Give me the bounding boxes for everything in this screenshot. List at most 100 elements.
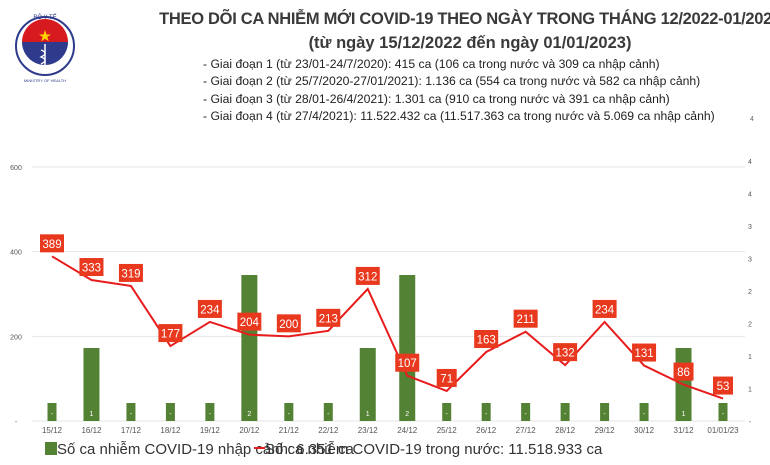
bar-label: - [327, 411, 330, 418]
x-tick-label: 15/12 [42, 426, 63, 435]
bar-label: - [485, 411, 488, 418]
x-tick-label: 17/12 [121, 426, 142, 435]
bar-label: 1 [366, 411, 370, 418]
y2-tick-label: 1 [748, 354, 752, 361]
data-label: 211 [516, 314, 534, 326]
x-tick-label: 27/12 [516, 426, 537, 435]
data-label: 163 [477, 334, 496, 346]
y-tick-label: 600 [10, 165, 22, 172]
bar-label: - [603, 411, 606, 418]
bar-30/12 [639, 403, 649, 421]
stage-notes: - Giai đoạn 1 (từ 23/01-24/7/2020): 415 … [203, 56, 715, 125]
bar-label: - [446, 411, 449, 418]
data-label-box [513, 309, 538, 328]
data-label: 333 [82, 263, 101, 275]
x-tick-label: 28/12 [555, 426, 576, 435]
data-label-box [632, 343, 657, 362]
bar-label: - [209, 411, 212, 418]
bar-label: 1 [682, 411, 686, 418]
data-label: 177 [161, 329, 180, 341]
svg-text:MINISTRY OF HEALTH: MINISTRY OF HEALTH [24, 78, 66, 83]
data-label: 319 [121, 268, 140, 280]
bar-label: - [524, 411, 527, 418]
data-label-box [474, 329, 499, 348]
y-tick-label: 400 [10, 250, 22, 257]
bar-21/12 [284, 403, 294, 421]
data-label: 234 [200, 304, 220, 316]
stage-note: - Giai đoạn 4 (từ 27/4/2021): 11.522.432… [203, 108, 715, 123]
x-tick-label: 30/12 [634, 426, 655, 435]
bar-19/12 [205, 403, 215, 421]
domestic-line [51, 255, 724, 400]
legend-bar-swatch [45, 442, 57, 455]
x-tick-label: 16/12 [81, 426, 102, 435]
x-tick-label: 26/12 [476, 426, 497, 435]
x-tick-label: 22/12 [318, 426, 339, 435]
bar-26/12 [481, 403, 491, 421]
page-number: 4 [750, 116, 754, 123]
bar-label: 2 [405, 411, 409, 418]
bar-20/12 [241, 275, 258, 421]
bar-label: - [722, 411, 725, 418]
legend-item-domestic: Số ca nhiễm COVID-19 trong nước: 11.518.… [254, 441, 602, 458]
data-label: 107 [398, 358, 417, 370]
bar-label: - [169, 411, 172, 418]
bar-01/01/23 [718, 403, 728, 421]
data-label-box [316, 308, 341, 327]
x-tick-label: 01/01/23 [707, 426, 739, 435]
data-label-box [553, 343, 578, 362]
x-tick-label: 19/12 [200, 426, 221, 435]
bar-17/12 [126, 403, 136, 421]
data-label-box [40, 234, 64, 253]
data-label: 53 [717, 381, 730, 393]
x-tick-label: 29/12 [595, 426, 616, 435]
y2-tick-label: 1 [748, 387, 752, 394]
legend-label: Số ca nhiễm COVID-19 nhập cảnh: 6.351 ca [57, 441, 354, 458]
bar-29/12 [600, 403, 610, 421]
x-tick-label: 23/12 [358, 426, 379, 435]
x-tick-label: 25/12 [437, 426, 458, 435]
legend-item-imported: Số ca nhiễm COVID-19 nhập cảnh: 6.351 ca [45, 441, 354, 458]
bar-18/12 [165, 403, 175, 421]
y2-tick-label: 3 [748, 224, 752, 231]
data-label-box [713, 376, 733, 395]
data-label: 132 [556, 348, 575, 360]
bar-22/12 [323, 403, 333, 421]
y2-tick-label: - [749, 419, 752, 426]
data-label-box [237, 312, 262, 331]
data-label: 131 [634, 348, 653, 360]
bar-label: - [288, 411, 291, 418]
data-label: 213 [319, 313, 338, 325]
x-tick-label: 21/12 [279, 426, 300, 435]
data-label-box [592, 299, 617, 318]
chart-title: THEO DÕI CA NHIỄM MỚI COVID-19 THEO NGÀY… [159, 10, 770, 28]
data-label-box [79, 258, 104, 277]
bar-25/12 [442, 403, 452, 421]
stage-note: - Giai đoạn 2 (từ 25/7/2020-27/01/2021):… [203, 74, 701, 89]
bar-label: 2 [247, 411, 251, 418]
bar-23/12 [359, 348, 376, 421]
y2-tick-label: 3 [748, 257, 752, 264]
bar-16/12 [83, 348, 100, 421]
x-tick-label: 20/12 [239, 426, 260, 435]
data-label: 204 [240, 317, 260, 329]
bar-label: - [564, 411, 567, 418]
y-tick-label: - [15, 419, 18, 426]
y2-tick-label: 4 [748, 159, 752, 166]
data-label-box [158, 324, 183, 343]
y2-tick-label: 2 [748, 322, 752, 329]
y2-tick-label: 4 [748, 192, 752, 199]
data-label-box [355, 266, 380, 285]
svg-text:BỘ Y TẾ: BỘ Y TẾ [33, 14, 56, 21]
data-label-box [276, 314, 301, 333]
legend-line-swatch [254, 447, 265, 449]
x-tick-label: 24/12 [397, 426, 418, 435]
bar-24/12 [399, 275, 416, 421]
x-tick-label: 31/12 [674, 426, 695, 435]
stage-note: - Giai đoạn 1 (từ 23/01-24/7/2020): 415 … [203, 57, 660, 71]
bar-label: - [130, 411, 133, 418]
bar-27/12 [521, 403, 531, 421]
data-label-box [118, 263, 143, 282]
ministry-of-health-logo: BỘ Y TẾ MINISTRY OF HEALTH [15, 14, 75, 83]
